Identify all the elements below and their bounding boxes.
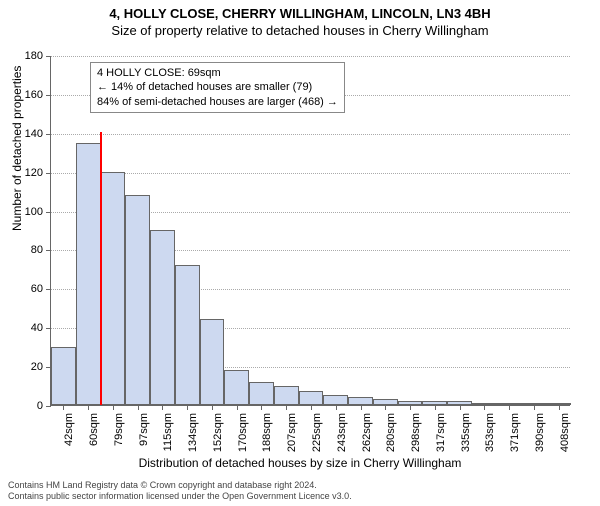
x-tick-mark (460, 405, 461, 410)
x-tick-label: 408sqm (559, 413, 571, 452)
x-tick-label: 298sqm (410, 413, 422, 452)
footer-line-2: Contains public sector information licen… (8, 491, 352, 502)
histogram-bar (51, 347, 76, 405)
x-tick-label: 79sqm (113, 413, 125, 446)
x-tick-label: 280sqm (385, 413, 397, 452)
gridline (51, 134, 570, 135)
histogram-bar (101, 172, 126, 405)
y-tick-label: 120 (21, 167, 51, 179)
x-tick-mark (534, 405, 535, 410)
y-tick-label: 0 (21, 400, 51, 412)
reference-line (100, 132, 102, 405)
y-tick-label: 100 (21, 206, 51, 218)
x-tick-mark (336, 405, 337, 410)
x-tick-label: 42sqm (63, 413, 75, 446)
x-tick-mark (113, 405, 114, 410)
x-axis-label: Distribution of detached houses by size … (0, 456, 600, 470)
x-tick-mark (261, 405, 262, 410)
footer-line-1: Contains HM Land Registry data © Crown c… (8, 480, 352, 491)
x-tick-label: 60sqm (88, 413, 100, 446)
x-tick-mark (138, 405, 139, 410)
histogram-bar (200, 319, 225, 405)
x-tick-label: 262sqm (361, 413, 373, 452)
x-tick-mark (212, 405, 213, 410)
x-tick-mark (187, 405, 188, 410)
y-tick-label: 40 (21, 322, 51, 334)
chart-title-1: 4, HOLLY CLOSE, CHERRY WILLINGHAM, LINCO… (0, 6, 600, 21)
x-tick-mark (88, 405, 89, 410)
y-tick-label: 20 (21, 361, 51, 373)
x-tick-mark (559, 405, 560, 410)
histogram-bar (150, 230, 175, 405)
histogram-bar (249, 382, 274, 405)
x-tick-mark (286, 405, 287, 410)
x-tick-mark (63, 405, 64, 410)
y-tick-label: 160 (21, 89, 51, 101)
y-tick-label: 140 (21, 128, 51, 140)
x-tick-label: 317sqm (435, 413, 447, 452)
chart-area: 02040608010012014016018042sqm60sqm79sqm9… (50, 56, 570, 406)
footer-attribution: Contains HM Land Registry data © Crown c… (8, 480, 352, 502)
annotation-box: 4 HOLLY CLOSE: 69sqm ← 14% of detached h… (90, 62, 345, 113)
histogram-bar (125, 195, 150, 405)
y-tick-label: 180 (21, 50, 51, 62)
x-tick-mark (361, 405, 362, 410)
gridline (51, 173, 570, 174)
histogram-bar (348, 397, 373, 405)
x-tick-mark (410, 405, 411, 410)
x-tick-label: 152sqm (212, 413, 224, 452)
x-tick-label: 115sqm (162, 413, 174, 451)
x-tick-mark (385, 405, 386, 410)
x-tick-label: 353sqm (484, 413, 496, 452)
annotation-line-1: 4 HOLLY CLOSE: 69sqm (97, 66, 338, 80)
histogram-bar (274, 386, 299, 405)
x-tick-mark (435, 405, 436, 410)
x-tick-label: 371sqm (509, 413, 521, 452)
histogram-bar (76, 143, 101, 406)
histogram-bar (224, 370, 249, 405)
x-tick-label: 390sqm (534, 413, 546, 452)
x-tick-mark (311, 405, 312, 410)
x-tick-label: 243sqm (336, 413, 348, 452)
x-tick-label: 335sqm (460, 413, 472, 452)
annotation-line-3: 84% of semi-detached houses are larger (… (97, 95, 338, 109)
x-tick-label: 188sqm (261, 413, 273, 452)
x-tick-label: 225sqm (311, 413, 323, 452)
x-tick-label: 97sqm (138, 413, 150, 446)
x-tick-mark (162, 405, 163, 410)
x-tick-label: 170sqm (237, 413, 249, 452)
x-tick-label: 207sqm (286, 413, 298, 452)
x-tick-mark (509, 405, 510, 410)
chart-title-2: Size of property relative to detached ho… (0, 23, 600, 38)
annotation-line-2: ← 14% of detached houses are smaller (79… (97, 80, 338, 94)
gridline (51, 56, 570, 57)
y-tick-label: 60 (21, 283, 51, 295)
x-tick-mark (484, 405, 485, 410)
histogram-bar (175, 265, 200, 405)
x-tick-mark (237, 405, 238, 410)
histogram-bar (323, 395, 348, 405)
y-tick-label: 80 (21, 244, 51, 256)
x-tick-label: 134sqm (187, 413, 199, 452)
histogram-bar (299, 391, 324, 405)
